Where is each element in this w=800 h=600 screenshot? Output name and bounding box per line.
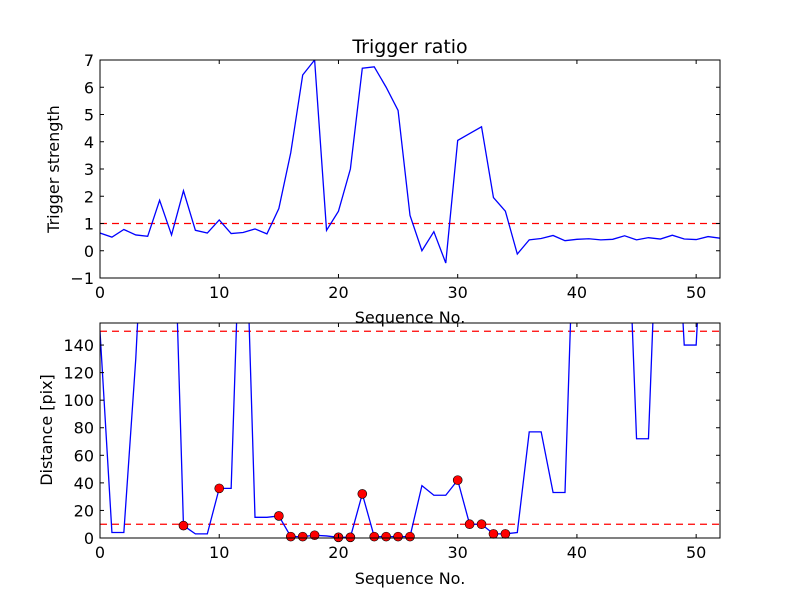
- y-tick-label: 40: [74, 474, 94, 493]
- y-tick-label: 2: [84, 187, 94, 206]
- x-tick-label: 30: [448, 283, 468, 302]
- x-tick-label: 20: [328, 283, 348, 302]
- x-tick-label: 10: [209, 543, 229, 562]
- data-marker: [345, 532, 356, 543]
- x-tick-label: 30: [448, 543, 468, 562]
- y-tick-label: 4: [84, 133, 94, 152]
- data-marker: [369, 531, 380, 542]
- data-marker: [464, 519, 475, 530]
- y-tick-label: 140: [63, 336, 94, 355]
- y-axis-label-top: Trigger strength: [44, 105, 63, 234]
- x-tick-label: 50: [686, 543, 706, 562]
- y-tick-label: 6: [84, 78, 94, 97]
- y-tick-label: 0: [84, 529, 94, 548]
- data-marker: [405, 531, 415, 542]
- y-tick-label: 0: [84, 242, 94, 261]
- y-tick-label: 3: [84, 160, 94, 179]
- y-tick-label: 120: [63, 364, 94, 383]
- x-tick-label: 0: [95, 283, 105, 302]
- y-tick-label: −1: [70, 269, 94, 288]
- data-marker: [274, 511, 284, 521]
- y-axis-label-bottom: Distance [pix]: [37, 374, 56, 486]
- data-marker: [500, 529, 511, 539]
- y-tick-label: 20: [74, 501, 94, 520]
- x-tick-label: 20: [328, 543, 348, 562]
- data-marker: [452, 475, 463, 485]
- data-marker: [381, 531, 391, 542]
- data-marker: [357, 489, 368, 499]
- data-marker: [488, 529, 499, 539]
- x-tick-label: 0: [95, 543, 105, 562]
- x-tick-label: 40: [567, 543, 587, 562]
- y-tick-label: 7: [84, 51, 94, 70]
- x-tick-label: 40: [567, 283, 587, 302]
- axes-frame: [99, 322, 721, 539]
- data-marker: [285, 531, 296, 542]
- x-axis-label-bottom: Sequence No.: [355, 569, 466, 588]
- y-tick-label: 1: [84, 215, 94, 234]
- data-marker: [309, 530, 320, 541]
- data-marker: [393, 531, 403, 542]
- plot-distance: 0 10 20 30 40 50 0 20 40 60 80 100 120 140: [63, 322, 721, 562]
- data-marker: [297, 531, 308, 542]
- y-tick-label: 5: [84, 106, 94, 125]
- y-tick-label: 80: [74, 419, 94, 438]
- y-tick-label: 60: [74, 446, 94, 465]
- chart-title-top: Trigger ratio: [351, 36, 467, 58]
- data-marker: [476, 519, 487, 530]
- series-line: [100, 60, 720, 264]
- x-tick-label: 50: [686, 283, 706, 302]
- y-tick-label: 100: [63, 391, 94, 410]
- x-axis-label-top: Sequence No.: [355, 308, 466, 327]
- data-marker: [214, 483, 225, 494]
- data-marker: [178, 520, 189, 531]
- x-tick-label: 10: [209, 283, 229, 302]
